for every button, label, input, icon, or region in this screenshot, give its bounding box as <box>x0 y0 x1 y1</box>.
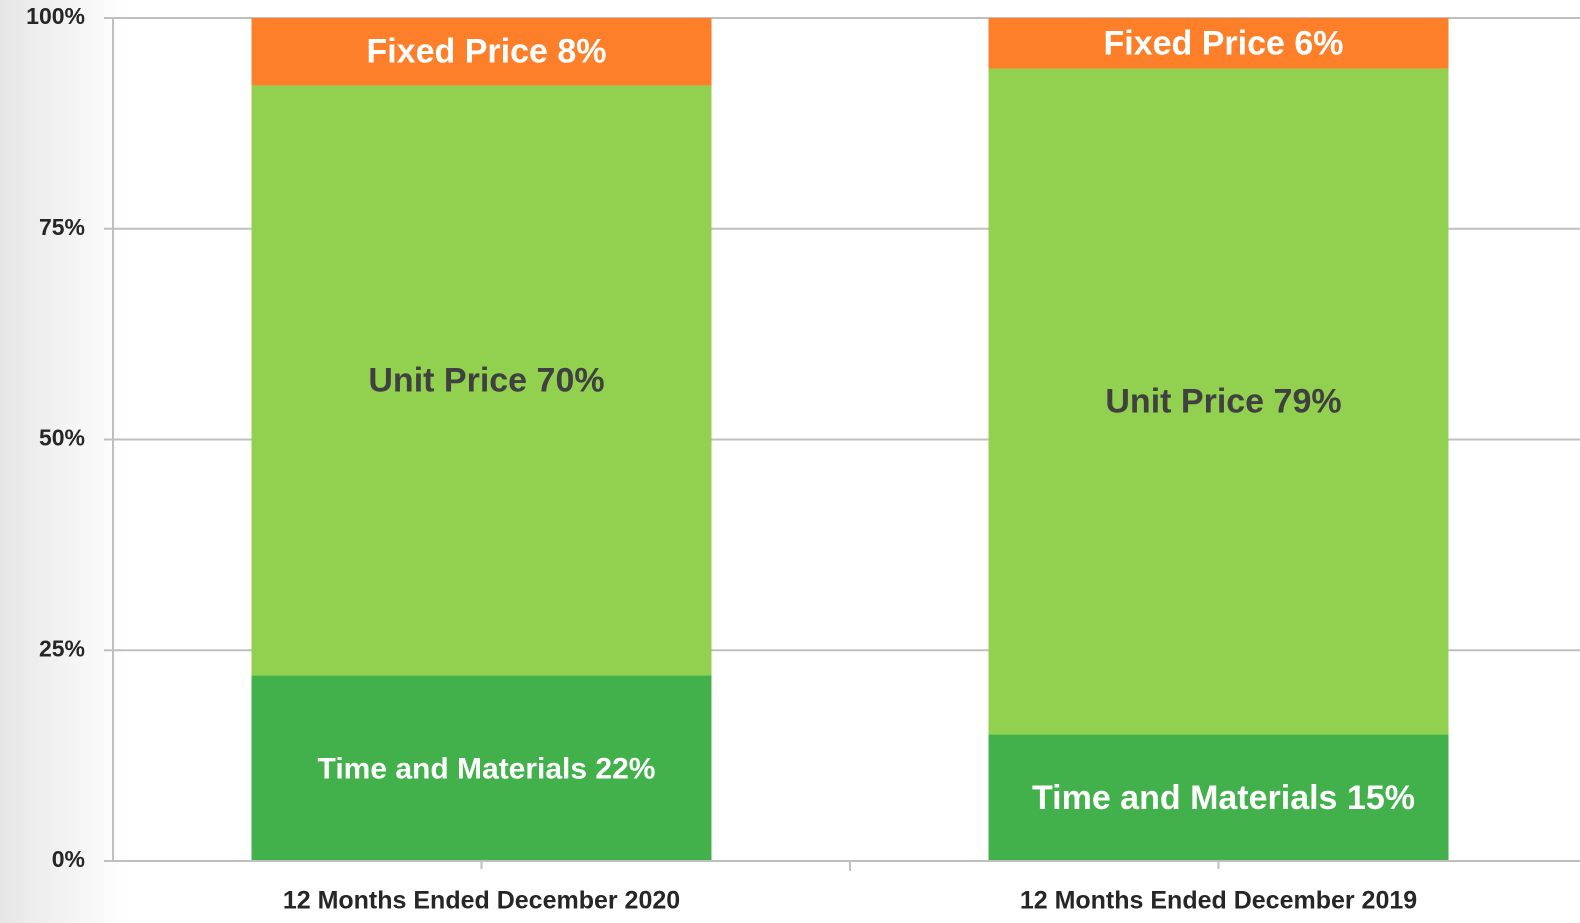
data-label: Time and Materials 22% <box>318 752 656 785</box>
y-tick-label: 75% <box>39 214 85 240</box>
bar-segment <box>988 68 1449 735</box>
y-tick-label: 25% <box>39 635 85 661</box>
bar-segment <box>251 85 712 676</box>
bar-segment <box>251 675 712 861</box>
data-label: Fixed Price 8% <box>366 33 606 71</box>
series-name: Time and Materials <box>1032 779 1338 817</box>
x-tick-label: 12 Months Ended December 2020 <box>283 887 680 915</box>
value-label: 8% <box>557 33 606 71</box>
series-name: Unit Price <box>368 361 527 399</box>
data-label: Unit Price 79% <box>1105 383 1341 421</box>
y-tick-label: 50% <box>39 425 85 451</box>
series-name: Unit Price <box>1105 383 1264 421</box>
bar-segment <box>988 18 1449 69</box>
value-label: 15% <box>1347 779 1415 817</box>
value-label: 70% <box>537 361 605 399</box>
bar-segment <box>988 734 1449 861</box>
bar-segment <box>251 18 712 86</box>
series-name: Time and Materials <box>318 752 588 785</box>
y-tick-label: 0% <box>52 846 85 872</box>
x-tick-label: 12 Months Ended December 2019 <box>1020 887 1417 915</box>
value-label: 6% <box>1294 24 1343 62</box>
data-label: Fixed Price 6% <box>1103 24 1343 62</box>
value-label: 79% <box>1274 383 1342 421</box>
data-label: Time and Materials 15% <box>1032 779 1415 817</box>
value-label: 22% <box>595 752 655 785</box>
series-name: Fixed Price <box>1103 24 1284 62</box>
y-tick-label: 100% <box>26 3 85 29</box>
data-label: Unit Price 70% <box>368 361 604 399</box>
series-name: Fixed Price <box>366 33 547 71</box>
